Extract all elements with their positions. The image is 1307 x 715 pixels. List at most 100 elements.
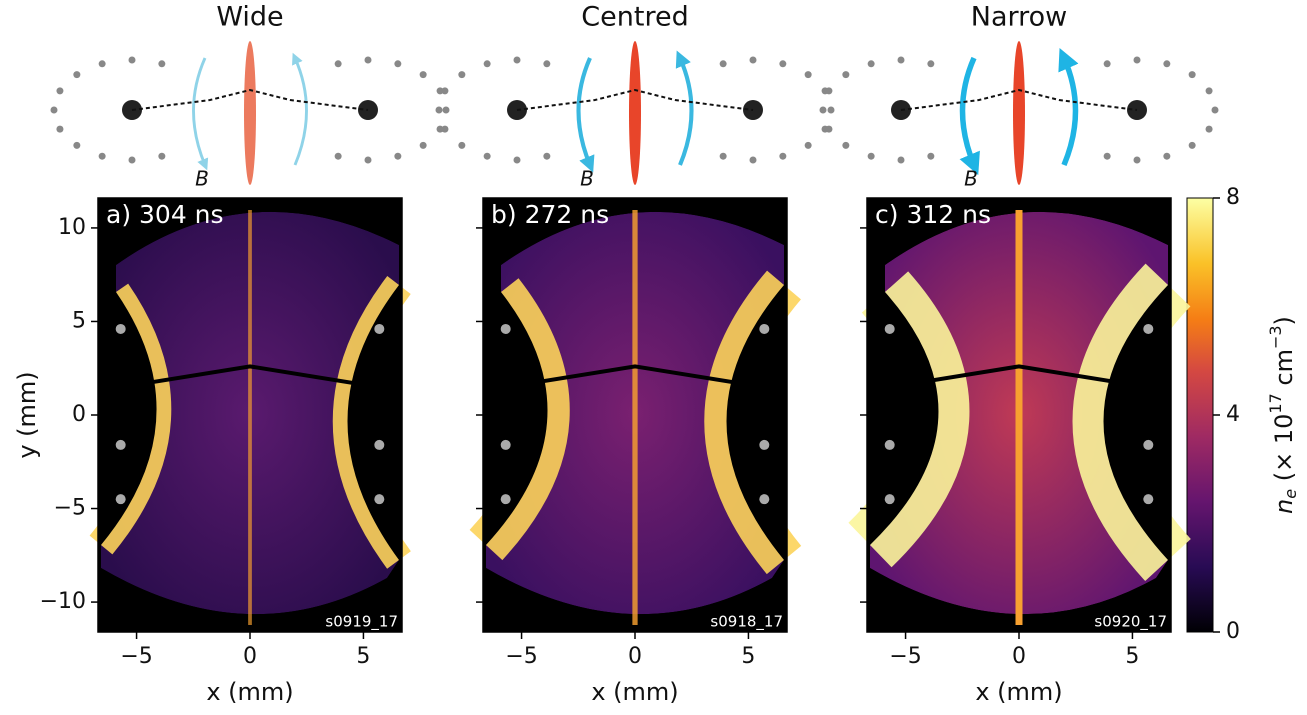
field-label: B [964, 167, 978, 191]
y-tick-label: 10 [58, 215, 86, 240]
wire-dot [1211, 106, 1219, 114]
label-close: ) [1270, 316, 1298, 325]
plasma-mask [98, 198, 402, 632]
wire-dot [441, 87, 449, 95]
wire-dot [749, 156, 757, 164]
wire-dot [543, 60, 551, 68]
label-symbol: n [1270, 499, 1298, 514]
wire-dot [158, 60, 166, 68]
probe-path [914, 364, 1124, 386]
colorbar-tick-label: 0 [1226, 619, 1240, 644]
wire-dot [842, 71, 850, 79]
wire-dot [435, 106, 443, 114]
wire-marker [1143, 494, 1154, 505]
y-tick-label: 0 [72, 402, 86, 427]
wire-dot [441, 125, 449, 133]
x-axis-label: x (mm) [591, 678, 678, 706]
wire-dot [56, 125, 64, 133]
y-tick-label: 5 [72, 308, 86, 333]
wire-marker [374, 323, 385, 334]
wire-marker [500, 439, 511, 450]
shot-id: s0919_17 [325, 613, 398, 632]
wire-dot [442, 106, 450, 114]
label-exponent: 17 [1266, 393, 1285, 413]
panel: Centred Bb) 272 ns s0918_17 −5 0 5 x (mm) [435, 2, 835, 706]
current-sheet [629, 41, 641, 185]
wire-marker [759, 439, 770, 450]
schematic-title: Narrow [971, 2, 1067, 33]
x-axis-label: x (mm) [206, 678, 293, 706]
wire-dot [1205, 125, 1213, 133]
wire-dot [825, 125, 833, 133]
field-arrow [959, 56, 980, 176]
wire-dot [1188, 71, 1196, 79]
wire-dot [842, 141, 850, 149]
wire-marker [374, 439, 385, 450]
x-tick-label: 5 [741, 644, 755, 669]
wire-dot [483, 60, 491, 68]
schematic-title: Centred [581, 2, 688, 33]
wire-dot [804, 71, 812, 79]
wire-dot [804, 141, 812, 149]
wire-dot [419, 71, 427, 79]
wire-dot [73, 71, 81, 79]
y-axis-label: y (mm) [13, 371, 41, 458]
wire-marker [500, 323, 511, 334]
wire-dot [128, 156, 136, 164]
y-tick-label: −10 [40, 589, 86, 614]
wire-dot [779, 152, 787, 160]
wire-dot [50, 106, 58, 114]
wire-dot [825, 87, 833, 95]
wire-marker [759, 323, 770, 334]
current-sheet [244, 41, 256, 185]
probe-path [145, 364, 355, 386]
plasma-mask [867, 198, 1171, 632]
wire-dot [927, 152, 935, 160]
x-tick-label: −5 [889, 644, 921, 669]
wire-dot [1163, 152, 1171, 160]
field-arrow [292, 52, 308, 166]
wire-dot [897, 56, 905, 64]
wire-marker [500, 494, 511, 505]
wire-dot [719, 152, 727, 160]
field-arrow [576, 57, 595, 173]
wire-dot [56, 87, 64, 95]
wire-marker [884, 323, 895, 334]
colorbar-label: ne (× 1017 cm−3) [1266, 316, 1300, 514]
panel-label: a) 304 ns [106, 200, 224, 229]
wire-dot [827, 106, 835, 114]
wire-dot [394, 60, 402, 68]
colorbar-tick-label: 4 [1226, 402, 1240, 427]
shot-id: s0918_17 [710, 613, 783, 632]
label-text: (× 10 [1270, 414, 1298, 489]
x-tick-label: 0 [628, 644, 642, 669]
wire-marker [759, 494, 770, 505]
wire-dot [419, 141, 427, 149]
wire-marker [884, 494, 895, 505]
wire-marker [1143, 323, 1154, 334]
wire-dot [779, 60, 787, 68]
wire-dot [513, 156, 521, 164]
probe-line [900, 88, 1138, 111]
probe-path [530, 364, 740, 386]
label-unit: cm [1270, 349, 1298, 393]
wire-dot [749, 56, 757, 64]
wire-dot [927, 60, 935, 68]
panel-label: b) 272 ns [491, 200, 609, 229]
wire-dot [364, 56, 372, 64]
label-unit-exponent: −3 [1266, 325, 1285, 349]
wire-dot [1163, 60, 1171, 68]
wire-dot [867, 60, 875, 68]
wire-marker [115, 323, 126, 334]
wire-dot [73, 141, 81, 149]
probe-line [131, 88, 369, 111]
x-tick-label: 5 [356, 644, 370, 669]
probe-line [516, 88, 754, 111]
wire-marker [374, 494, 385, 505]
wire-dot [543, 152, 551, 160]
wire-marker [115, 494, 126, 505]
x-tick-label: 0 [1012, 644, 1026, 669]
wire-dot [897, 156, 905, 164]
wire-dot [458, 141, 466, 149]
wire-dot [128, 56, 136, 64]
